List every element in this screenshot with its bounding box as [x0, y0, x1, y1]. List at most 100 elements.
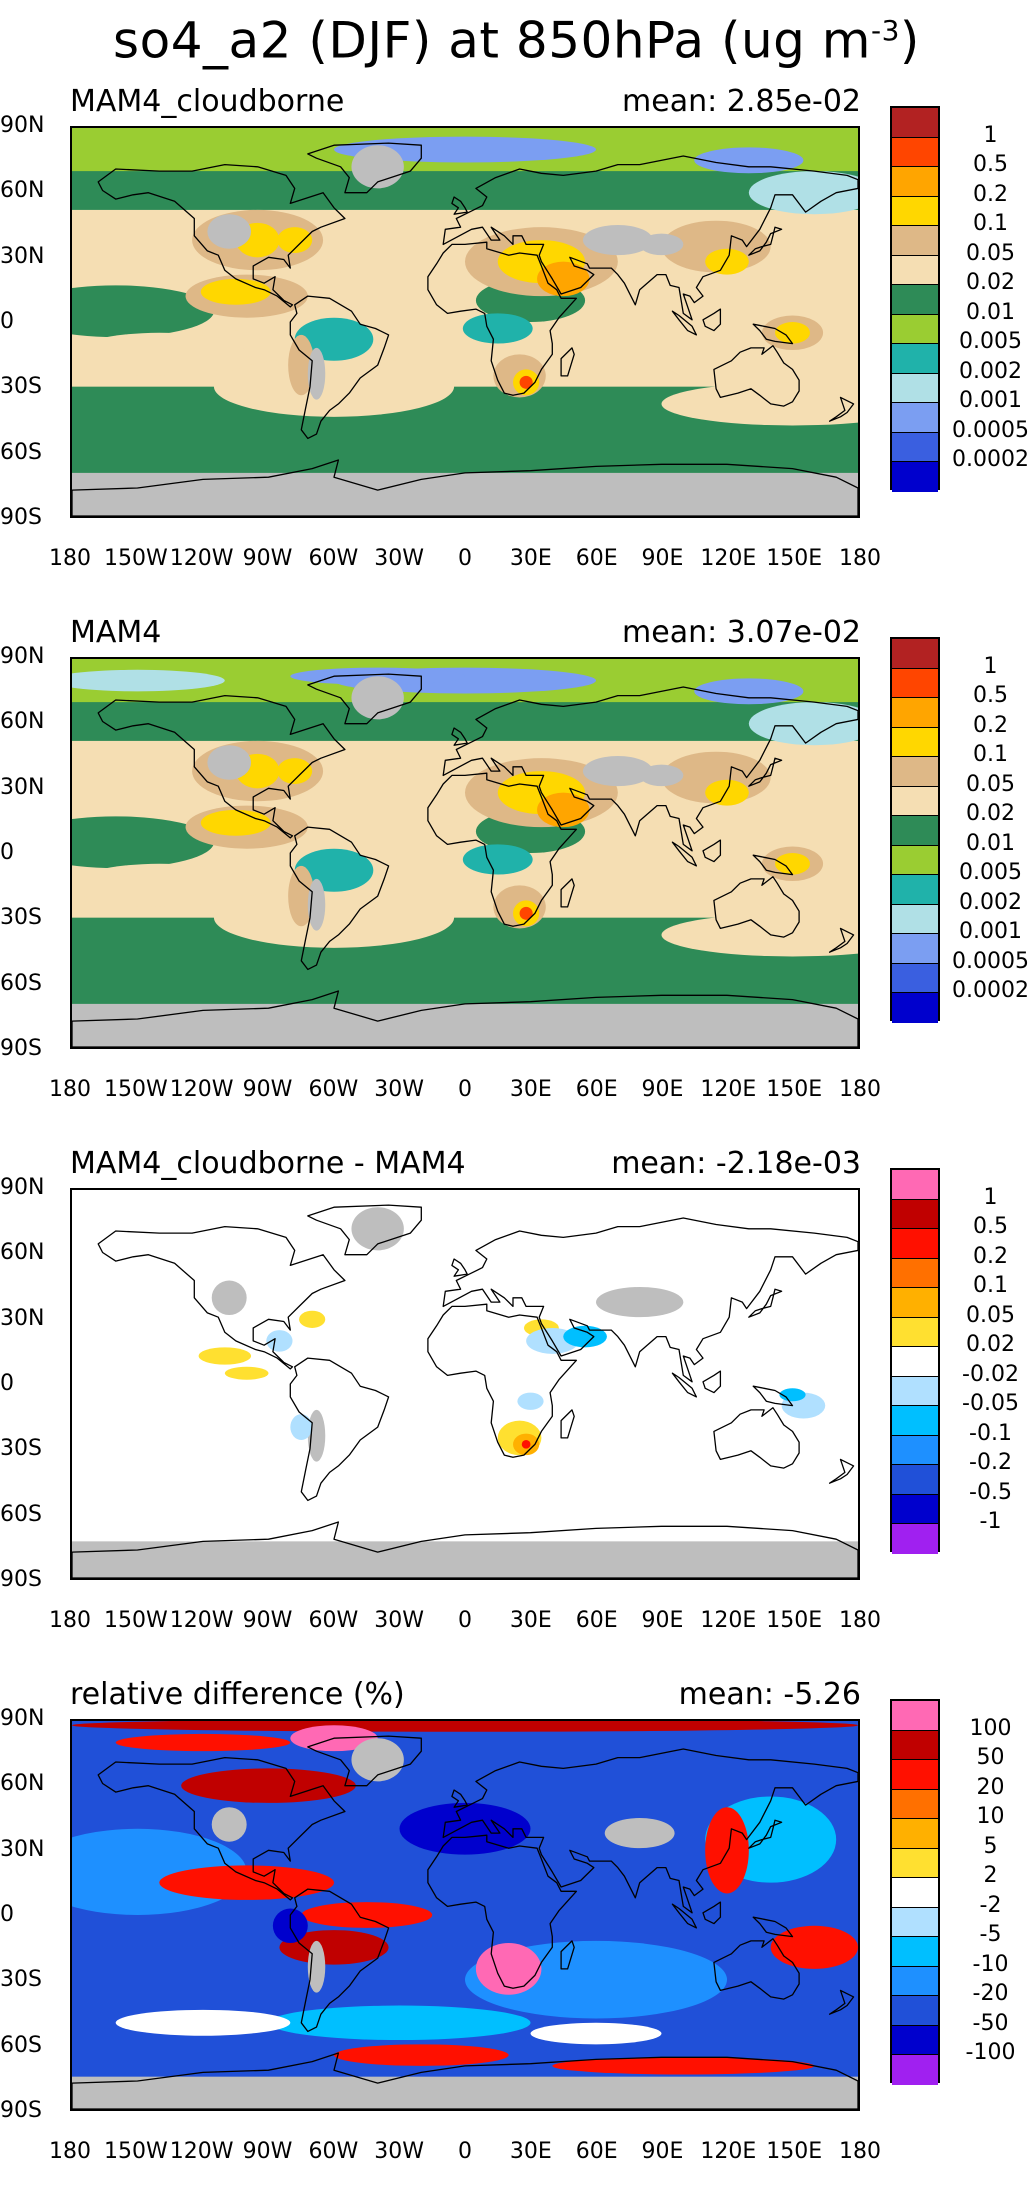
lon-tick-label: 180: [839, 546, 881, 571]
colorbar-swatch: [892, 1288, 938, 1318]
colorbar-level-label: 0.0002: [952, 978, 1029, 1003]
main-title-exponent: -3: [871, 14, 900, 47]
colorbar-swatch: [892, 403, 938, 433]
lat-tick-label: 30S: [0, 374, 42, 400]
colorbar-level-label: 0.01: [966, 830, 1015, 856]
lon-tick-label: 60E: [575, 546, 618, 571]
colorbar-swatch: [892, 344, 938, 374]
colorbar-swatch: [892, 1229, 938, 1259]
lon-tick-label: 30W: [374, 1608, 425, 1633]
colorbar-swatch: [892, 108, 938, 138]
lon-tick-label: 30W: [374, 2139, 425, 2164]
colorbar-level-label: 0.01: [966, 299, 1015, 325]
main-title-text: so4_a2 (DJF) at 850hPa (ug m: [113, 11, 871, 70]
lon-tick-label: 90E: [641, 2139, 684, 2164]
lon-tick-label: 150W: [103, 1077, 168, 1102]
colorbar: [890, 1168, 940, 1554]
lat-tick-label: 30S: [0, 1436, 42, 1462]
colorbar-swatch: [892, 639, 938, 669]
colorbar-level-label: 1: [983, 122, 998, 148]
lat-tick-label: 90S: [0, 1567, 42, 1592]
lon-tick-label: 30E: [509, 546, 552, 571]
map-frame: [70, 657, 860, 1049]
colorbar-level-label: 20: [976, 1774, 1005, 1800]
colorbar-swatch: [892, 904, 938, 934]
colorbar-swatch: [892, 1701, 938, 1731]
colorbar-level-label: 0.0002: [952, 447, 1029, 472]
colorbar-swatch: [892, 1406, 938, 1436]
colorbar-level-label: 0.2: [973, 1243, 1008, 1269]
colorbar-level-label: -1: [979, 1509, 1002, 1534]
lat-tick-label: 60S: [0, 970, 42, 996]
colorbar-swatch: [892, 226, 938, 256]
lon-tick-label: 90W: [242, 2139, 293, 2164]
colorbar-swatch: [892, 1465, 938, 1495]
panel-mean: mean: -2.18e-03: [611, 1146, 861, 1181]
colorbar-swatch: [892, 462, 938, 492]
colorbar-swatch: [892, 1760, 938, 1790]
lat-tick-label: 90S: [0, 1036, 42, 1061]
panel-difference: MAM4_cloudborne - MAM4 mean: -2.18e-03 9…: [0, 1146, 1033, 1676]
colorbar-swatch: [892, 1848, 938, 1878]
colorbar-swatch: [892, 1435, 938, 1465]
colorbar-level-label: -20: [972, 1981, 1009, 2006]
colorbar-swatch: [892, 1199, 938, 1229]
colorbar-level-label: -0.1: [969, 1420, 1012, 1446]
panel-cloudborne: MAM4_cloudborne mean: 2.85e-02 90N 60N 30N…: [0, 84, 1033, 614]
lon-tick-label: 180: [49, 1608, 91, 1633]
colorbar-swatch: [892, 1730, 938, 1760]
lat-tick-label: 60N: [0, 1240, 45, 1266]
lat-tick-label: 60N: [0, 709, 45, 735]
lon-tick-label: 180: [49, 2139, 91, 2164]
lat-tick-label: 90N: [0, 644, 45, 669]
lon-tick-label: 120W: [169, 1077, 234, 1102]
colorbar-level-label: 0.2: [973, 712, 1008, 738]
lon-tick-label: 120W: [169, 2139, 234, 2164]
colorbar-swatch: [892, 1258, 938, 1288]
lon-tick-label: 90W: [242, 546, 293, 571]
colorbar-swatch: [892, 1524, 938, 1554]
colorbar-swatch: [892, 137, 938, 167]
lat-tick-label: 0: [0, 309, 14, 334]
lon-tick-label: 150E: [766, 546, 823, 571]
lon-tick-label: 150W: [103, 1608, 168, 1633]
lon-tick-label: 90W: [242, 1608, 293, 1633]
colorbar-level-label: 0.1: [973, 1273, 1008, 1298]
colorbar-swatch: [892, 1907, 938, 1937]
lat-tick-label: 90S: [0, 505, 42, 530]
colorbar-swatch: [892, 255, 938, 285]
lon-tick-label: 0: [458, 1608, 472, 1633]
panel-title: MAM4_cloudborne: [70, 84, 345, 119]
lon-tick-label: 60W: [308, 546, 359, 571]
colorbar-level-label: 0.5: [973, 152, 1008, 177]
lat-tick-label: 30N: [0, 243, 45, 269]
colorbar-level-label: 0.001: [959, 919, 1022, 944]
lat-tick-label: 30N: [0, 1305, 45, 1331]
lon-tick-label: 150E: [766, 2139, 823, 2164]
colorbar-level-label: 0.02: [966, 1332, 1015, 1357]
colorbar-swatch: [892, 1966, 938, 1996]
main-title-close: ): [899, 11, 920, 70]
main-title: so4_a2 (DJF) at 850hPa (ug m-3): [0, 0, 1033, 72]
lon-tick-label: 60E: [575, 1077, 618, 1102]
map-frame: [70, 1188, 860, 1580]
colorbar-level-label: 2: [983, 1863, 998, 1888]
colorbar-swatch: [892, 816, 938, 846]
map-plot: [72, 128, 858, 516]
colorbar-level-label: -100: [965, 2040, 1016, 2065]
lon-tick-label: 120E: [700, 1608, 757, 1633]
colorbar-level-label: 0.05: [966, 240, 1015, 266]
lon-tick-label: 30E: [509, 1077, 552, 1102]
map-plot: [72, 659, 858, 1047]
lat-tick-label: 0: [0, 1902, 14, 1927]
lon-tick-label: 150E: [766, 1077, 823, 1102]
lon-tick-label: 120E: [700, 546, 757, 571]
colorbar-level-label: 0.5: [973, 1214, 1008, 1239]
colorbar: [890, 106, 940, 492]
lon-tick-label: 30W: [374, 546, 425, 571]
colorbar-swatch: [892, 875, 938, 905]
lon-tick-label: 90E: [641, 1077, 684, 1102]
colorbar-level-label: 0.005: [959, 860, 1022, 885]
colorbar-swatch: [892, 1937, 938, 1967]
colorbar-swatch: [892, 1494, 938, 1524]
